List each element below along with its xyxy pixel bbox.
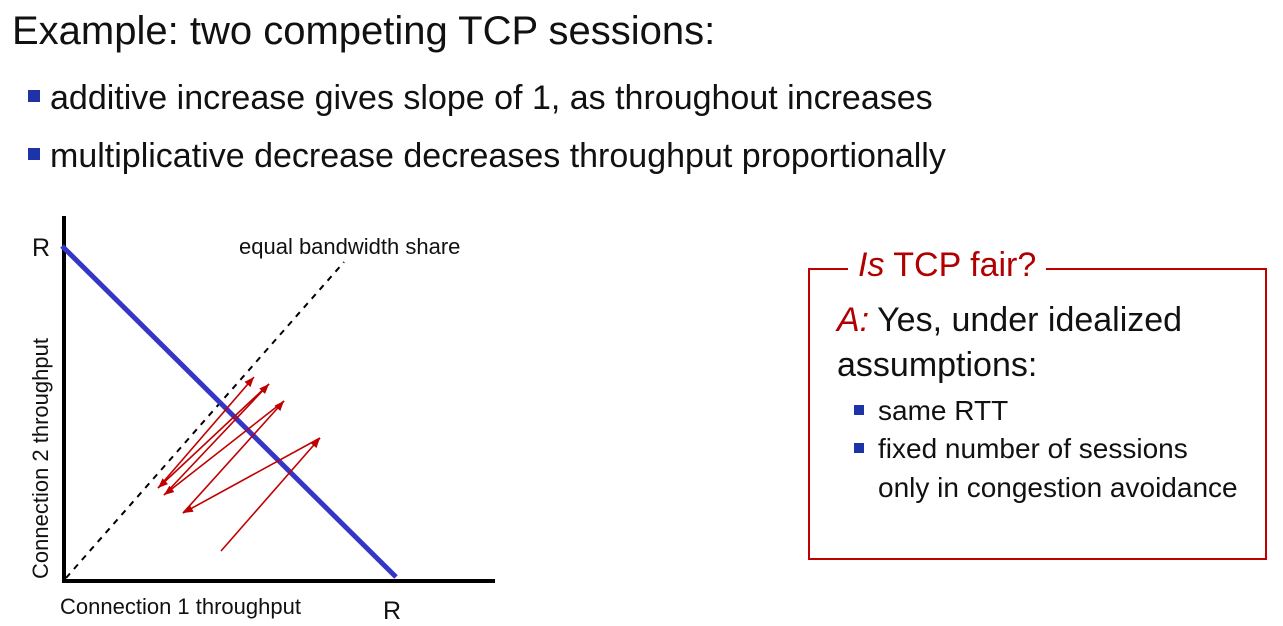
arrow-segment — [157, 376, 255, 489]
bullet-text: multiplicative decrease decreases throug… — [50, 137, 946, 175]
equal-bandwidth-share-label: equal bandwidth share — [239, 234, 460, 259]
y-axis-label: Connection 2 throughput — [28, 338, 53, 579]
slide-title: Example: two competing TCP sessions: — [12, 9, 716, 53]
fairness-question-heading: Is TCP fair? — [848, 246, 1047, 286]
condition-text: fixed number of sessions only in congest… — [878, 433, 1238, 503]
bullet-multiplicative-decrease: multiplicative decrease decreases throug… — [28, 137, 946, 175]
fairness-answer: A: Yes, under idealized assumptions: — [837, 298, 1247, 388]
heading-rest: TCP fair? — [884, 246, 1037, 284]
x-axis-max-label: R — [383, 597, 401, 625]
fairness-box: Is TCP fair? A: Yes, under idealized assu… — [808, 246, 1267, 560]
condition-text: same RTT — [878, 395, 1009, 426]
conditions-list: same RTT fixed number of sessions only i… — [854, 392, 1244, 507]
bullet-square-icon — [28, 89, 40, 102]
arrow-segment — [163, 400, 285, 496]
condition-item: same RTT — [854, 392, 1244, 430]
bullet-text: additive increase gives slope of 1, as t… — [50, 79, 933, 117]
equal-bandwidth-share-line — [65, 261, 345, 579]
aimd-arrows — [157, 376, 321, 552]
arrow-segment — [182, 400, 285, 514]
y-axis-max-label: R — [32, 234, 50, 262]
arrow-segment — [220, 437, 321, 552]
bullet-additive-increase: additive increase gives slope of 1, as t… — [28, 79, 933, 117]
tcp-fairness-diagram: R R equal bandwidth share Connection 1 t… — [28, 216, 495, 625]
answer-prefix: A: — [837, 301, 870, 339]
condition-bullet-icon — [854, 405, 864, 415]
condition-bullet-icon — [854, 443, 864, 454]
condition-item: fixed number of sessions only in congest… — [854, 430, 1244, 507]
x-axis-label: Connection 1 throughput — [60, 594, 301, 619]
heading-italic: Is — [858, 246, 885, 284]
arrow-segment — [182, 437, 321, 514]
arrow-segment — [163, 383, 270, 496]
bullet-square-icon — [28, 147, 40, 160]
arrow-segment — [157, 383, 270, 489]
answer-text: Yes, under idealized assumptions: — [837, 301, 1183, 384]
full-capacity-line — [60, 244, 398, 579]
